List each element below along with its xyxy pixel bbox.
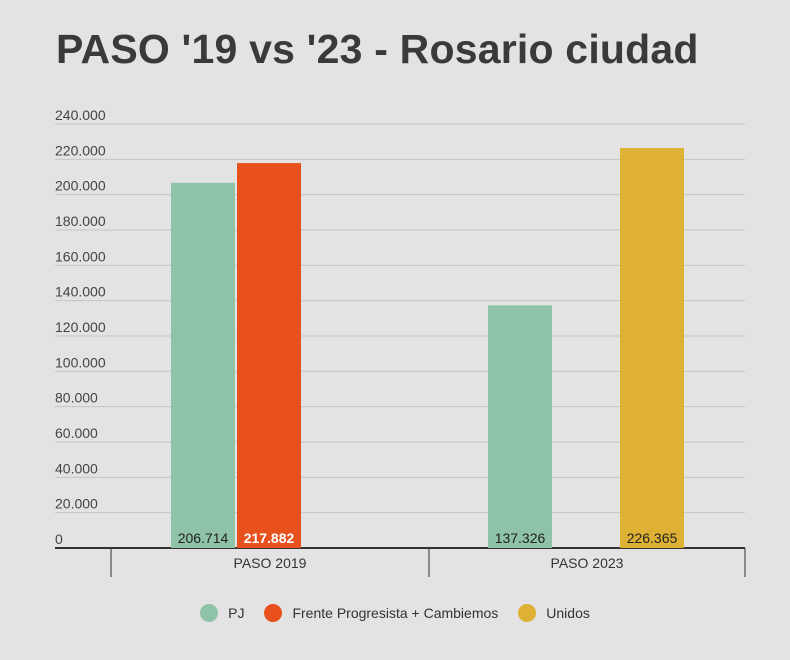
y-tick-label: 200.000 (55, 178, 106, 194)
data-label: 217.882 (244, 530, 295, 546)
data-label: 206.714 (178, 530, 229, 546)
legend-swatch-frente-progresista (264, 604, 283, 622)
y-tick-label: 0 (55, 531, 63, 547)
x-tick-label: PASO 2023 (551, 555, 624, 571)
legend-item-unidos: Unidos (518, 604, 590, 622)
legend-label-unidos: Unidos (546, 605, 590, 621)
y-tick-label: 140.000 (55, 284, 106, 300)
data-label: 226.365 (627, 530, 678, 546)
legend-item-pj: PJ (200, 604, 244, 622)
x-tick-label: PASO 2019 (234, 555, 307, 571)
chart-title: PASO '19 vs '23 - Rosario ciudad (56, 26, 699, 72)
bar (620, 148, 684, 548)
y-tick-label: 20.000 (55, 496, 98, 512)
bar (171, 182, 235, 548)
y-tick-label: 60.000 (55, 425, 98, 441)
bar (237, 163, 301, 548)
y-tick-label: 100.000 (55, 354, 106, 370)
legend-label-frente-progresista: Frente Progresista + Cambiemos (292, 605, 499, 621)
y-tick-label: 180.000 (55, 213, 106, 229)
y-tick-label: 240.000 (55, 107, 106, 123)
legend-swatch-unidos (518, 604, 537, 622)
y-tick-label: 80.000 (55, 390, 98, 406)
y-tick-label: 220.000 (55, 142, 106, 158)
bar-chart: 0 20.000 40.000 60.000 80.000 100.000 120.000 1… (55, 107, 746, 577)
legend-item-frente-progresista: Frente Progresista + Cambiemos (264, 604, 498, 622)
bar (488, 305, 552, 548)
y-tick-label: 160.000 (55, 248, 106, 264)
legend: PJ Frente Progresista + Cambiemos Unidos (0, 604, 790, 622)
y-tick-label: 40.000 (55, 460, 98, 476)
y-tick-label: 120.000 (55, 319, 106, 335)
legend-label-pj: PJ (228, 605, 245, 621)
legend-swatch-pj (200, 604, 219, 622)
data-label: 137.326 (495, 530, 546, 546)
